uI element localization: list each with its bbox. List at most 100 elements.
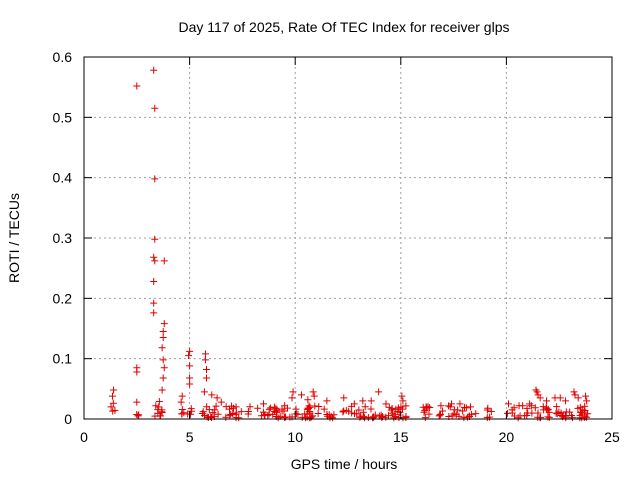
x-tick-label: 20: [499, 429, 515, 445]
data-point: [532, 386, 540, 394]
data-point: [254, 404, 262, 412]
data-point: [584, 410, 592, 418]
data-point: [201, 356, 209, 364]
y-tick-label: 0.5: [53, 109, 73, 125]
data-point: [359, 397, 367, 405]
data-point: [310, 392, 318, 400]
data-point: [110, 386, 118, 394]
data-point: [150, 309, 158, 317]
data-point: [483, 414, 491, 422]
data-point: [553, 403, 561, 411]
data-point: [421, 407, 429, 415]
data-point: [180, 409, 188, 417]
x-tick-label: 10: [287, 429, 303, 445]
x-tick-label: 25: [604, 429, 620, 445]
data-point: [439, 407, 447, 415]
data-point: [309, 388, 317, 396]
data-point: [134, 412, 142, 420]
data-point: [528, 409, 536, 417]
data-point: [487, 407, 495, 415]
data-point: [402, 402, 410, 410]
data-point: [260, 400, 268, 408]
data-point: [214, 410, 222, 418]
data-point: [150, 253, 158, 261]
data-point: [272, 406, 280, 414]
data-point: [155, 397, 163, 405]
data-point: [274, 414, 282, 422]
data-point: [309, 412, 317, 420]
data-point: [159, 328, 167, 336]
data-point: [398, 392, 406, 400]
y-tick-label: 0.4: [53, 170, 73, 186]
data-point: [345, 407, 353, 415]
y-tick-label: 0.3: [53, 230, 73, 246]
data-point: [581, 402, 589, 410]
y-axis-label: ROTI / TECUs: [6, 193, 22, 283]
data-point: [472, 410, 480, 418]
data-point: [553, 410, 561, 418]
data-point: [159, 356, 167, 364]
data-point: [348, 409, 356, 417]
y-tick-label: 0.1: [53, 351, 73, 367]
data-point: [158, 344, 166, 352]
y-tick-label: 0: [64, 411, 72, 427]
y-tick-label: 0.2: [53, 290, 73, 306]
data-point: [570, 388, 578, 396]
data-point: [107, 403, 115, 411]
data-point: [361, 403, 369, 411]
data-point: [226, 405, 234, 413]
data-point: [531, 404, 539, 412]
data-point: [150, 66, 158, 74]
data-point: [314, 409, 322, 417]
data-point: [265, 405, 273, 413]
data-point: [420, 408, 428, 416]
data-point: [377, 411, 385, 419]
data-point: [187, 405, 195, 413]
data-point: [283, 404, 291, 412]
data-point: [289, 388, 297, 396]
data-point: [426, 404, 434, 412]
data-point: [390, 414, 398, 422]
data-point: [202, 374, 210, 382]
data-point: [230, 404, 238, 412]
data-point: [213, 394, 221, 402]
data-point: [364, 413, 372, 421]
chart-title: Day 117 of 2025, Rate Of TEC Index for r…: [179, 19, 510, 35]
data-point: [151, 104, 159, 112]
data-point: [298, 413, 306, 421]
data-point: [527, 402, 535, 410]
data-point: [574, 394, 582, 402]
data-point: [459, 407, 467, 415]
data-point: [160, 364, 168, 372]
data-point: [568, 414, 576, 422]
x-tick-label: 0: [80, 429, 88, 445]
data-point: [392, 405, 400, 413]
data-point: [382, 400, 390, 408]
data-point: [566, 408, 574, 416]
data-point: [399, 397, 407, 405]
data-point: [367, 405, 375, 413]
data-point: [543, 404, 551, 412]
data-point: [150, 277, 158, 285]
data-point: [209, 409, 217, 417]
data-point: [151, 235, 159, 243]
data-point: [205, 406, 213, 414]
data-point: [109, 392, 117, 400]
data-point: [445, 402, 453, 410]
data-point: [555, 408, 563, 416]
data-point: [298, 391, 306, 399]
data-point: [385, 403, 393, 411]
data-point: [151, 257, 159, 265]
data-point: [244, 408, 252, 416]
data-point: [201, 350, 209, 358]
data-point: [425, 410, 433, 418]
data-point: [200, 388, 208, 396]
data-point: [323, 410, 331, 418]
data-point: [261, 411, 269, 419]
data-point: [304, 396, 312, 404]
data-point: [329, 414, 337, 422]
data-point: [577, 408, 585, 416]
data-point: [421, 414, 429, 422]
data-point: [232, 411, 240, 419]
